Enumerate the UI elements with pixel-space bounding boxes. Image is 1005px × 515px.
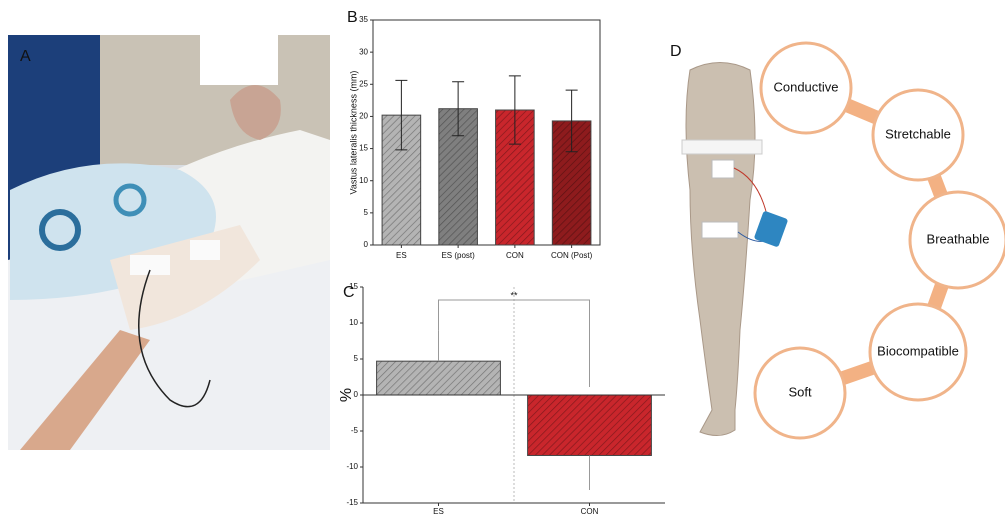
x-tick-label: ES (post) bbox=[441, 251, 475, 260]
y-tick-label: 30 bbox=[359, 47, 368, 56]
significance-label: ** bbox=[510, 290, 518, 300]
bar bbox=[527, 394, 652, 456]
y-tick-label: 15 bbox=[359, 144, 368, 153]
panel-label: D bbox=[670, 43, 682, 60]
leg-illustration bbox=[681, 62, 788, 436]
photo bbox=[8, 35, 330, 450]
node-label: Conductive bbox=[773, 79, 838, 94]
node bbox=[753, 346, 847, 440]
y-tick-label: 10 bbox=[349, 318, 358, 327]
bar bbox=[495, 109, 535, 246]
plot-frame bbox=[372, 19, 601, 246]
significance-bracket bbox=[438, 299, 590, 387]
bar bbox=[376, 360, 501, 396]
x-tick-label: CON (Post) bbox=[551, 251, 593, 260]
y-tick-label: -10 bbox=[346, 462, 358, 471]
y-tick-label: 35 bbox=[359, 15, 368, 24]
node bbox=[871, 88, 965, 182]
y-tick-label: -5 bbox=[351, 426, 359, 435]
y-tick-label: 15 bbox=[349, 282, 358, 291]
y-tick-label: 10 bbox=[359, 176, 368, 185]
y-tick-label: -15 bbox=[346, 498, 358, 507]
x-tick-label: ES bbox=[433, 507, 444, 515]
panel-label: A bbox=[20, 48, 31, 65]
y-axis-label: % bbox=[338, 388, 355, 402]
y-tick-label: 5 bbox=[364, 208, 369, 217]
error-bar bbox=[395, 79, 408, 151]
node bbox=[908, 190, 1005, 290]
y-tick-label: 0 bbox=[364, 240, 369, 249]
y-axis-label: Vastus lateralis thickness (mm) bbox=[348, 71, 358, 195]
x-tick-label: CON bbox=[506, 251, 524, 260]
error-bar bbox=[508, 75, 521, 145]
panel-label: B bbox=[347, 9, 358, 26]
error-bar bbox=[452, 81, 465, 137]
node-label: Breathable bbox=[927, 231, 990, 246]
panel-label: C bbox=[343, 284, 355, 301]
x-tick-label: CON bbox=[581, 507, 599, 515]
node-label: Biocompatible bbox=[877, 343, 959, 358]
y-tick-label: 25 bbox=[359, 79, 368, 88]
node-label: Soft bbox=[788, 384, 812, 399]
node bbox=[868, 302, 968, 402]
y-tick-label: 20 bbox=[359, 112, 368, 121]
x-tick-label: ES bbox=[396, 251, 407, 260]
y-tick-label: 5 bbox=[354, 354, 359, 363]
y-tick-label: 0 bbox=[354, 390, 359, 399]
error-bar bbox=[565, 89, 578, 153]
node-label: Stretchable bbox=[885, 126, 951, 141]
node bbox=[759, 41, 853, 135]
